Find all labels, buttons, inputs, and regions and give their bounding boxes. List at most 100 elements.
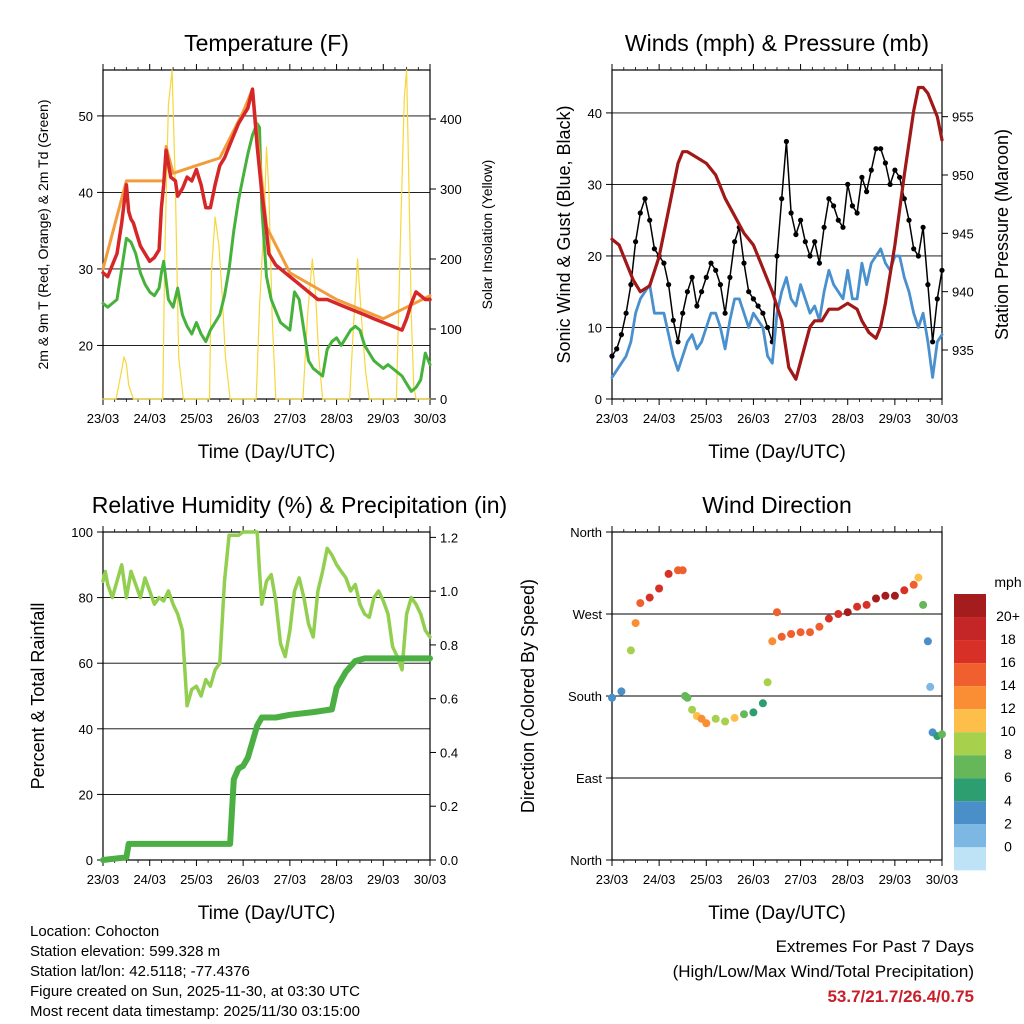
direction-point <box>631 619 640 628</box>
series-station-pressure <box>610 85 944 381</box>
y2-tick-label: 935 <box>952 343 974 358</box>
extremes-subtitle: (High/Low/Max Wind/Total Precipitation) <box>672 962 974 981</box>
y-axis-label: Direction (Colored By Speed) <box>518 579 538 813</box>
x-tick-label: 29/03 <box>367 872 400 887</box>
colorbar-label: 8 <box>1004 746 1012 762</box>
extremes-values: 53.7/21.7/26.4/0.75 <box>827 987 974 1006</box>
direction-point <box>900 586 909 595</box>
y-tick-label: North <box>570 525 602 540</box>
direction-point <box>926 682 935 691</box>
panel-title: Relative Humidity (%) & Precipitation (i… <box>92 492 507 518</box>
colorbar-label: 0 <box>1004 838 1012 854</box>
x-tick-label: 30/03 <box>926 411 959 426</box>
winds-pressure-panel: 23/03 24/03 25/03 26/03 27/03 28/03 29/03 30/03… <box>554 30 1012 463</box>
y-tick-label: East <box>576 771 602 786</box>
y-tick-label: 40 <box>588 106 602 121</box>
y2-axis-label: Station Pressure (Maroon) <box>992 129 1012 340</box>
y-tick-label: West <box>573 607 603 622</box>
direction-point <box>730 713 739 722</box>
x-tick-label: 25/03 <box>180 872 213 887</box>
panel-title: Wind Direction <box>702 492 852 518</box>
colorbar-swatch <box>954 663 986 687</box>
colorbar-label: 6 <box>1004 769 1012 785</box>
direction-point <box>796 628 805 637</box>
y2-tick-label: 200 <box>440 252 462 267</box>
x-axis-label: Time (Day/UTC) <box>198 903 336 924</box>
panel-title: Temperature (F) <box>184 30 349 56</box>
y2-tick-label: 0.4 <box>440 745 458 760</box>
direction-point <box>815 622 824 631</box>
direction-point <box>909 580 918 589</box>
x-tick-label: 29/03 <box>367 411 400 426</box>
y-tick-label: 80 <box>79 591 93 606</box>
y-tick-label: 40 <box>79 722 93 737</box>
direction-point <box>740 710 748 719</box>
colorbar-title: mph <box>994 574 1021 590</box>
colorbar-label: 4 <box>1004 792 1012 808</box>
series-wind-direction <box>608 566 946 741</box>
x-axis-label: Time (Day/UTC) <box>708 903 846 924</box>
x-tick-label: 30/03 <box>414 411 447 426</box>
y-tick-label: 30 <box>588 177 602 192</box>
direction-point <box>919 600 928 609</box>
series-dewpoint <box>101 122 432 393</box>
y2-tick-label: 0.8 <box>440 638 458 653</box>
y-tick-label: 100 <box>71 525 93 540</box>
y2-tick-label: 0.2 <box>440 799 458 814</box>
x-tick-label: 26/03 <box>227 872 260 887</box>
y-tick-label: 20 <box>79 787 93 802</box>
x-tick-label: 26/03 <box>737 411 770 426</box>
direction-point <box>938 730 946 739</box>
x-tick-label: 24/03 <box>133 411 166 426</box>
x-tick-label: 30/03 <box>414 872 447 887</box>
x-tick-label: 28/03 <box>320 872 353 887</box>
y-tick-label: 30 <box>79 262 93 277</box>
colorbar-swatch <box>954 594 986 618</box>
series-sonic-wind <box>610 247 944 379</box>
direction-point <box>773 608 781 617</box>
x-tick-label: 23/03 <box>87 872 120 887</box>
x-tick-label: 28/03 <box>831 411 864 426</box>
x-tick-label: 28/03 <box>831 872 864 887</box>
colorbar-swatch <box>954 640 986 664</box>
y-tick-label: 40 <box>79 185 93 200</box>
x-tick-label: 23/03 <box>596 411 629 426</box>
y2-tick-label: 100 <box>440 322 462 337</box>
direction-point <box>923 637 932 646</box>
direction-point <box>914 573 923 582</box>
x-tick-label: 25/03 <box>180 411 213 426</box>
direction-point <box>608 693 616 702</box>
direction-point <box>664 569 673 578</box>
y-tick-label: 20 <box>588 249 602 264</box>
y-tick-label: 60 <box>79 656 93 671</box>
direction-point <box>688 705 697 714</box>
series-gust-line <box>611 140 943 357</box>
direction-point <box>683 693 692 702</box>
x-tick-label: 27/03 <box>274 872 307 887</box>
colorbar-swatch <box>954 755 986 779</box>
direction-point <box>721 717 730 726</box>
x-tick-label: 30/03 <box>926 872 959 887</box>
direction-point <box>702 719 711 728</box>
x-tick-label: 27/03 <box>784 872 817 887</box>
y-axis-label: Sonic Wind & Gust (Blue, Black) <box>554 105 574 363</box>
series-relative-humidity <box>101 530 432 708</box>
y2-tick-label: 0.0 <box>440 853 458 868</box>
y2-tick-label: 1.2 <box>440 530 458 545</box>
y-tick-label: North <box>570 853 602 868</box>
y-axis-label: 2m & 9m T (Red, Orange) & 2m Td (Green) <box>35 100 51 370</box>
x-tick-label: 23/03 <box>87 411 120 426</box>
y-tick-label: 0 <box>595 392 602 407</box>
recent-timestamp: Most recent data timestamp: 2025/11/30 0… <box>30 1003 360 1020</box>
colorbar-label: 16 <box>1000 654 1016 670</box>
direction-point <box>768 637 777 646</box>
colorbar-label: 2 <box>1004 815 1012 831</box>
direction-point <box>843 608 852 617</box>
x-tick-label: 27/03 <box>274 411 307 426</box>
direction-point <box>645 593 654 602</box>
colorbar-label: 18 <box>1000 631 1016 647</box>
x-tick-label: 24/03 <box>643 411 676 426</box>
direction-point <box>862 600 871 609</box>
colorbar-swatch <box>954 824 986 848</box>
extremes-box: Extremes For Past 7 Days (High/Low/Max W… <box>673 934 974 1009</box>
